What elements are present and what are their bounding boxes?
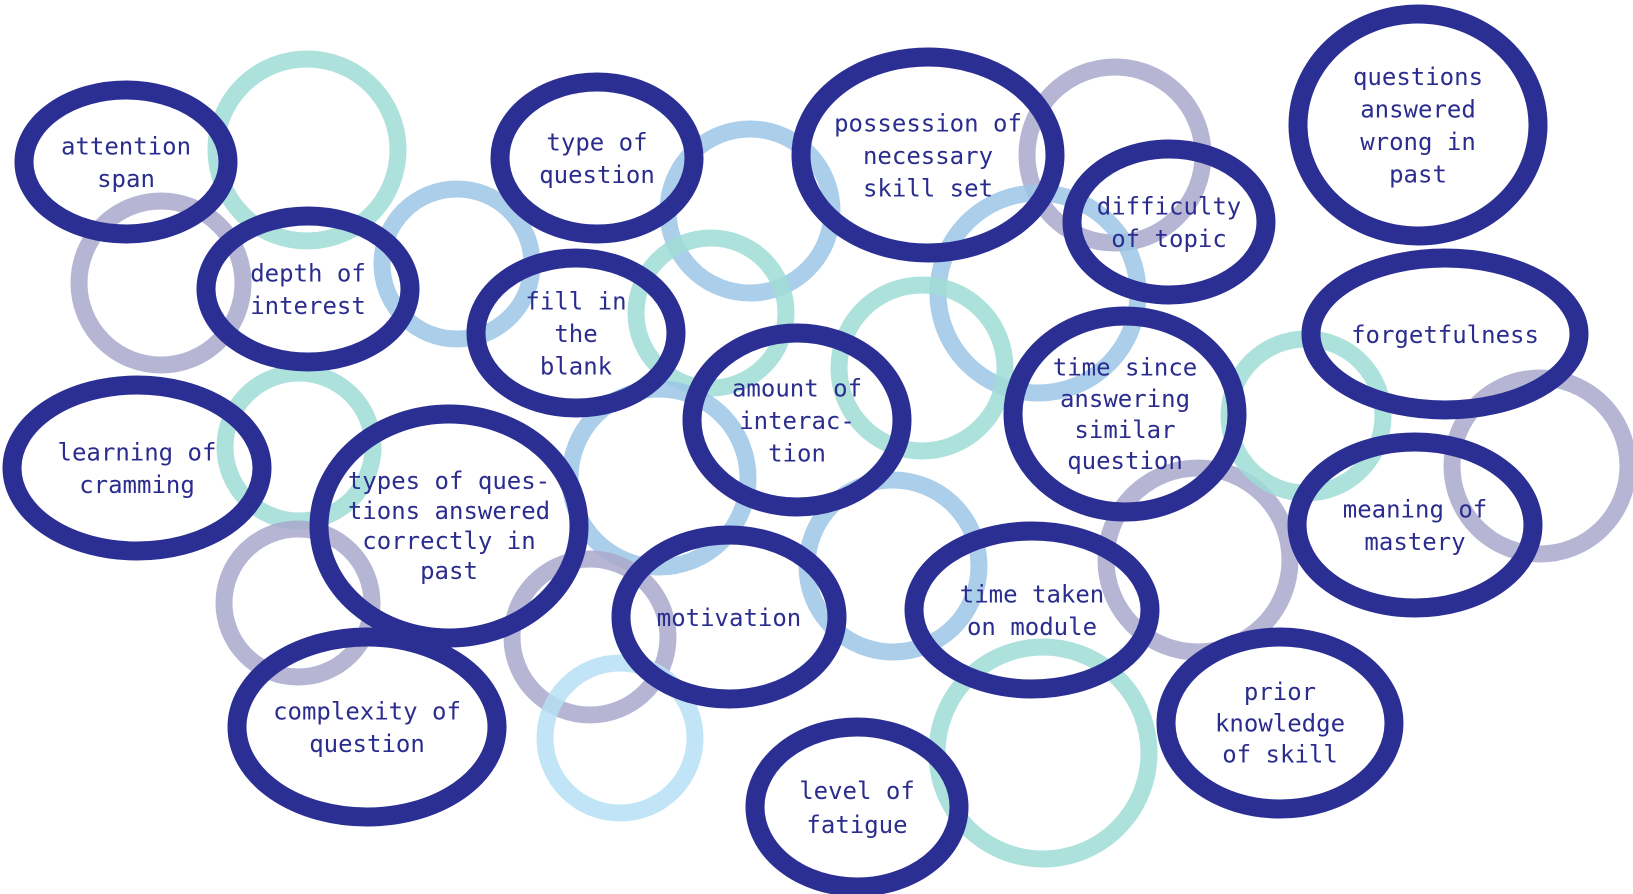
concept-ring-level-of-fatigue <box>745 717 969 894</box>
background-ring <box>627 229 795 397</box>
concept-label-learning-of-cramming: learning of cramming <box>58 439 217 500</box>
concept-label-amount-of-interaction: amount of interac-tion <box>732 374 862 467</box>
concept-label-line: on module <box>967 613 1097 641</box>
background-ring <box>215 520 381 686</box>
concept-label-line: mastery <box>1364 528 1465 556</box>
concept-ring-difficulty-of-topic <box>1062 139 1276 305</box>
concept-label-line: amount of <box>732 374 862 402</box>
background-ring <box>1220 330 1392 502</box>
concept-label-line: span <box>97 165 155 193</box>
concept-label-motivation: motivation <box>657 604 802 632</box>
concept-label-depth-of-interest: depth of interest <box>250 260 366 321</box>
concept-label-line: question <box>1067 447 1183 475</box>
concept-ring-amount-of-interaction <box>682 323 912 517</box>
concept-ring-time-taken-on-module <box>904 521 1160 699</box>
concept-label-line: of skill <box>1222 741 1338 769</box>
concept-label-line: skill set <box>863 174 993 202</box>
concept-label-line: past <box>1389 161 1447 189</box>
background-ring <box>207 50 407 250</box>
concept-label-line: fill in <box>525 287 626 315</box>
concept-label-line: types of ques- <box>348 467 550 495</box>
concept-label-time-taken-on-module: time taken on module <box>960 581 1105 642</box>
concept-ring-fill-in-the-blank <box>466 248 686 418</box>
background-ring <box>536 654 704 822</box>
concept-ring-learning-of-cramming <box>2 375 272 561</box>
concept-label-line: type of <box>546 129 647 157</box>
concept-ring-complexity-of-question <box>227 627 507 827</box>
concept-ring-prior-knowledge-of-skill <box>1156 627 1404 819</box>
background-ring <box>503 550 677 724</box>
concept-label-fill-in-the-blank: fill in the blank <box>525 287 626 380</box>
concept-label-line: similar <box>1074 416 1175 444</box>
concept-label-questions-answered-wrong-in-past: questions answered wrong in past <box>1353 63 1483 189</box>
concept-label-line: meaning of <box>1343 496 1488 524</box>
concept-rings <box>2 4 1589 894</box>
background-ring <box>830 276 1014 460</box>
concept-label-line: possession of <box>834 109 1022 137</box>
concept-label-line: attention <box>61 133 191 161</box>
concept-ring-questions-answered-wrong-in-past <box>1288 4 1548 246</box>
background-ring <box>70 192 252 374</box>
concept-label-prior-knowledge-of-skill: prior knowledge of skill <box>1215 678 1345 768</box>
concept-label-line: question <box>309 730 425 758</box>
concept-label-possession-of-necessary-skill-set: possession of necessary skill set <box>834 109 1022 202</box>
concept-label-line: tion <box>768 439 826 467</box>
concept-ring-types-of-questions-answered-correctly-in-past <box>309 404 589 648</box>
concept-label-line: of topic <box>1111 225 1227 253</box>
concept-ring-depth-of-interest <box>196 206 420 372</box>
concept-label-line: answering <box>1060 385 1190 413</box>
concept-label-forgetfulness: forgetfulness <box>1351 321 1539 349</box>
concept-label-line: depth of <box>250 260 366 288</box>
concept-label-time-since-answering-similar-question: time since answering similar question <box>1053 354 1198 476</box>
concept-label-type-of-question: type of question <box>539 129 655 190</box>
concept-label-line: interest <box>250 292 366 320</box>
concept-label-line: tions answered <box>348 497 550 525</box>
concept-label-line: necessary <box>863 142 993 170</box>
concept-label-level-of-fatigue: level of fatigue <box>799 777 915 839</box>
concept-ring-attention-span <box>14 80 238 244</box>
concept-label-line: time since <box>1053 354 1198 382</box>
concept-label-line: knowledge <box>1215 709 1345 737</box>
concept-label-line: question <box>539 161 655 189</box>
concept-label-line: the <box>554 320 597 348</box>
concept-label-line: interac- <box>739 407 855 435</box>
concept-label-line: motivation <box>657 604 802 632</box>
concept-ring-possession-of-necessary-skill-set <box>791 47 1065 263</box>
concept-ring-motivation <box>611 525 847 709</box>
concept-labels: attention span depth of interest learning of… <box>58 63 1539 839</box>
concept-label-line: level of <box>799 777 915 805</box>
concept-label-meaning-of-mastery: meaning of mastery <box>1343 496 1488 557</box>
concept-ring-type-of-question <box>490 72 704 244</box>
concept-label-line: time taken <box>960 581 1105 609</box>
concept-ring-time-since-answering-similar-question <box>1003 306 1247 522</box>
concept-label-line: blank <box>540 352 613 380</box>
concept-label-line: difficulty <box>1097 193 1242 221</box>
concept-label-line: fatigue <box>806 811 907 839</box>
concept-ring-forgetfulness <box>1301 248 1589 420</box>
concept-label-line: wrong in <box>1360 128 1476 156</box>
concept-label-line: prior <box>1244 678 1316 706</box>
concept-label-line: forgetfulness <box>1351 321 1539 349</box>
concept-label-difficulty-of-topic: difficulty of topic <box>1097 193 1242 254</box>
concept-label-line: correctly in <box>362 527 535 555</box>
concept-label-line: past <box>420 557 478 585</box>
concept-label-types-of-questions-answered-correctly-in-past: types of ques-tions answered correctly in… <box>348 467 550 585</box>
concept-label-line: complexity of <box>273 698 461 726</box>
concept-ring-meaning-of-mastery <box>1287 432 1543 618</box>
concept-label-line: learning of <box>58 439 217 467</box>
concept-label-attention-span: attention span <box>61 133 191 194</box>
concept-label-line: cramming <box>79 471 195 499</box>
concept-label-line: answered <box>1360 96 1476 124</box>
concept-label-line: questions <box>1353 63 1483 91</box>
concept-label-complexity-of-question: complexity of question <box>273 698 461 759</box>
